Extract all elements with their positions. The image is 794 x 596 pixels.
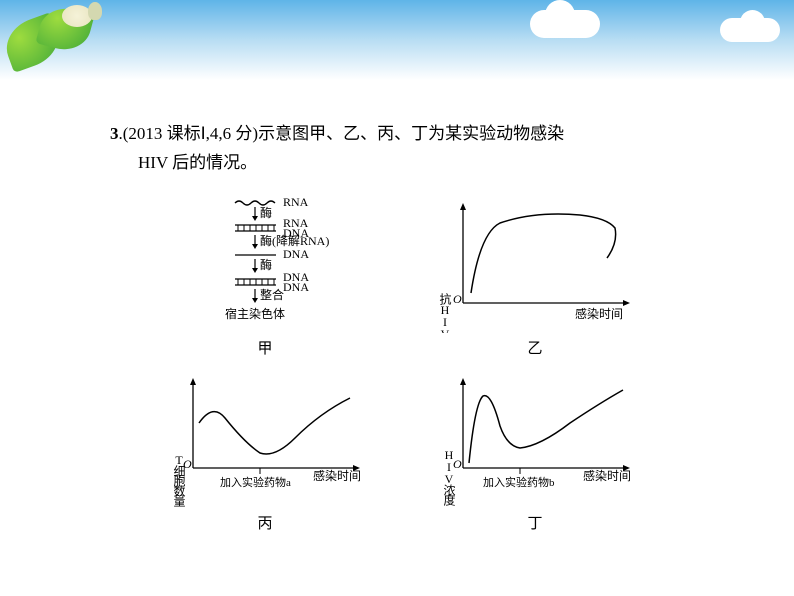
chart-ding: O HIV浓度 感染时间 加入实验药物b xyxy=(435,368,635,508)
question-line-2: HIV 后的情况。 xyxy=(110,149,714,178)
diagram-grid: RNA 酶 RNA DNA xyxy=(160,193,640,533)
ylabel-bing: T细胞数量 xyxy=(172,453,186,507)
question-text-1: 示意图甲、乙、丙、丁为某实验动物感染 xyxy=(258,124,564,143)
label-integrate: 整合 xyxy=(260,287,284,302)
label-rna: RNA xyxy=(283,195,309,209)
chart-bing: O T细胞数量 感染时间 加入实验药物a xyxy=(165,368,365,508)
marker-bing: 加入实验药物a xyxy=(220,475,291,489)
ylabel-yi: 抗HIV抗体水平 xyxy=(438,291,452,332)
question-content: 3.(2013 课标Ⅰ,4,6 分)示意图甲、乙、丙、丁为某实验动物感染 HIV… xyxy=(110,120,714,533)
origin-label: O xyxy=(453,292,462,306)
label-dna4: DNA xyxy=(283,280,309,294)
xlabel-yi: 感染时间 xyxy=(575,306,623,321)
panel-ding: O HIV浓度 感染时间 加入实验药物b 丁 xyxy=(430,368,640,533)
cloud-icon xyxy=(530,10,600,38)
label-enzyme3: 酶 xyxy=(260,257,272,272)
cloud-icon xyxy=(720,18,780,42)
question-source: (2013 课标Ⅰ,4,6 分) xyxy=(123,124,258,143)
label-enzyme2: 酶(降解RNA) xyxy=(260,233,329,248)
xlabel-bing: 感染时间 xyxy=(313,468,361,483)
question-number: 3 xyxy=(110,124,119,143)
chart-yi: O 抗HIV抗体水平 感染时间 xyxy=(435,193,635,333)
marker-ding: 加入实验药物b xyxy=(483,475,555,489)
diagram-jia: RNA 酶 RNA DNA xyxy=(180,193,350,333)
label-host: 宿主染色体 xyxy=(225,306,285,321)
panel-jia: RNA 酶 RNA DNA xyxy=(160,193,370,358)
sky-banner xyxy=(0,0,794,80)
label-dna2: DNA xyxy=(283,247,309,261)
panel-yi: O 抗HIV抗体水平 感染时间 乙 xyxy=(430,193,640,358)
panel-label-bing: 丙 xyxy=(257,512,272,533)
panel-bing: O T细胞数量 感染时间 加入实验药物a 丙 xyxy=(160,368,370,533)
ylabel-ding: HIV浓度 xyxy=(442,448,456,506)
label-enzyme1: 酶 xyxy=(260,205,272,220)
panel-label-yi: 乙 xyxy=(527,337,542,358)
question-text-2: HIV 后的情况。 xyxy=(138,153,257,172)
panel-label-ding: 丁 xyxy=(527,512,542,533)
question-line-1: 3.(2013 课标Ⅰ,4,6 分)示意图甲、乙、丙、丁为某实验动物感染 xyxy=(110,120,714,149)
panel-label-jia: 甲 xyxy=(257,337,272,358)
xlabel-ding: 感染时间 xyxy=(583,468,631,483)
